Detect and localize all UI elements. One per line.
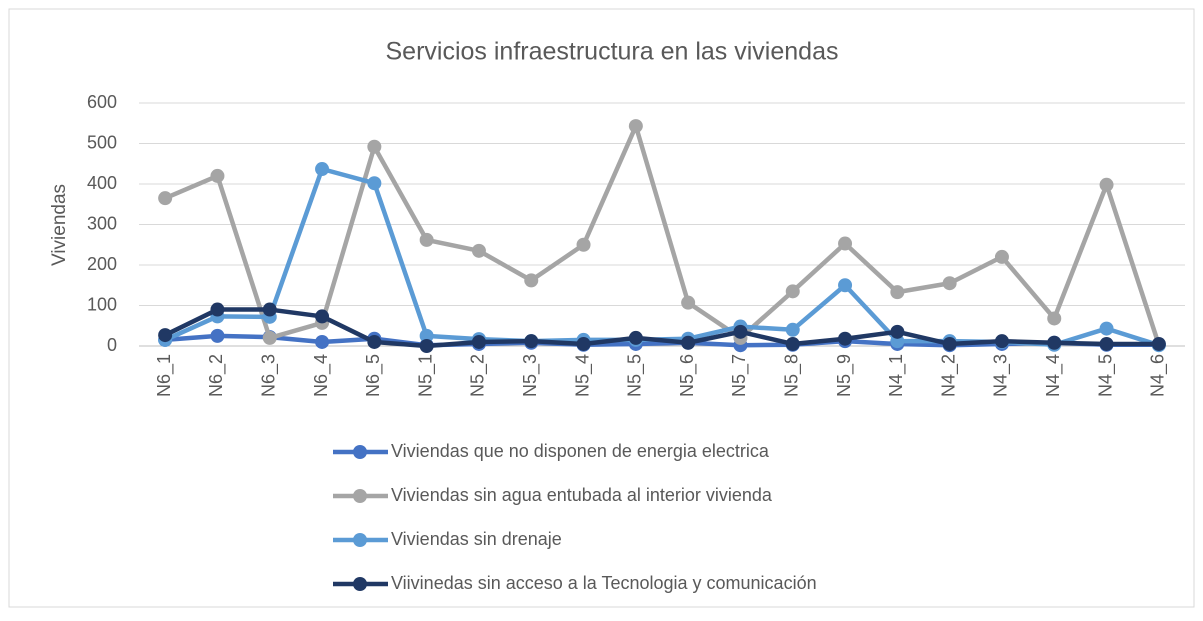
legend-marker [353, 489, 367, 503]
point [1099, 177, 1114, 192]
point [628, 330, 643, 345]
point [1099, 336, 1114, 351]
point [262, 302, 277, 317]
y-tick-label: 600 [87, 92, 117, 112]
point [890, 324, 905, 339]
point [419, 232, 434, 247]
point [994, 334, 1009, 349]
x-tick-label: N6_4 [311, 354, 332, 397]
x-tick-label: N5_4 [572, 354, 593, 397]
point [890, 285, 905, 300]
y-tick-label: 100 [87, 294, 117, 314]
point [158, 191, 173, 206]
point [367, 334, 382, 349]
x-tick-label: N4_2 [938, 354, 959, 397]
point [838, 331, 853, 346]
point [1047, 311, 1062, 326]
point [471, 243, 486, 258]
y-tick-label: 300 [87, 213, 117, 233]
x-tick-label: N5_3 [520, 354, 541, 397]
chart-title: Servicios infraestructura en las viviend… [386, 38, 839, 66]
x-tick-label: N5_8 [782, 354, 803, 397]
x-tick-label: N5_5 [625, 354, 646, 397]
point [838, 278, 853, 293]
x-tick-label: N4_4 [1043, 354, 1064, 397]
x-tick-label: N4_5 [1095, 354, 1116, 397]
series-line [164, 333, 1159, 348]
point [419, 328, 434, 343]
point [576, 237, 591, 252]
point [1047, 335, 1062, 350]
legend-label: Viviendas sin drenaje [391, 529, 562, 549]
point [210, 168, 225, 183]
legend-label: Viviendas que no disponen de energia ele… [391, 441, 770, 461]
series-line [164, 307, 1159, 349]
point [315, 309, 330, 324]
point [838, 236, 853, 251]
x-tick-label: N6_1 [154, 354, 175, 397]
point [315, 162, 330, 177]
x-tick-label: N5_6 [677, 354, 698, 397]
x-tick-label: N4_6 [1148, 354, 1169, 397]
x-tick-label: N6_2 [206, 354, 227, 397]
x-tick-label: N5_7 [729, 354, 750, 397]
point [681, 335, 696, 350]
point [158, 328, 173, 343]
point [367, 139, 382, 154]
point [576, 336, 591, 351]
x-tick-label: N5_9 [834, 354, 855, 397]
point [210, 328, 225, 343]
legend-marker [353, 445, 367, 459]
point [785, 284, 800, 299]
point [1151, 336, 1166, 351]
x-tick-label: N4_3 [991, 354, 1012, 397]
y-tick-label: 400 [87, 173, 117, 193]
point [419, 339, 434, 353]
y-tick-label: 200 [87, 254, 117, 274]
point [367, 176, 382, 191]
point [315, 334, 330, 349]
x-tick-label: N6_5 [363, 354, 384, 397]
point [628, 119, 643, 134]
point [524, 334, 539, 349]
point [681, 295, 696, 310]
y-tick-label: 0 [107, 335, 117, 355]
point [785, 322, 800, 337]
legend-label: Viviendas sin agua entubada al interior … [391, 485, 773, 505]
series-line [164, 123, 1161, 346]
chart-border [8, 8, 1195, 608]
point [733, 324, 748, 339]
point [471, 334, 486, 349]
x-tick-label: N4_1 [886, 354, 907, 397]
point [262, 330, 277, 345]
x-tick-label: N5_2 [468, 354, 489, 397]
legend-marker [353, 577, 367, 591]
point [210, 302, 225, 317]
y-axis-label: Viviendas [49, 184, 70, 266]
x-tick-label: N6_3 [259, 354, 280, 397]
x-tick-label: N5_1 [415, 354, 436, 397]
legend-label: Viivinedas sin acceso a la Tecnologia y … [391, 573, 817, 593]
point [942, 336, 957, 351]
point [1099, 321, 1114, 336]
point [942, 276, 957, 291]
legend-marker [353, 533, 367, 547]
point [524, 273, 539, 288]
point [994, 249, 1009, 264]
point [785, 336, 800, 351]
y-tick-label: 500 [87, 132, 117, 152]
